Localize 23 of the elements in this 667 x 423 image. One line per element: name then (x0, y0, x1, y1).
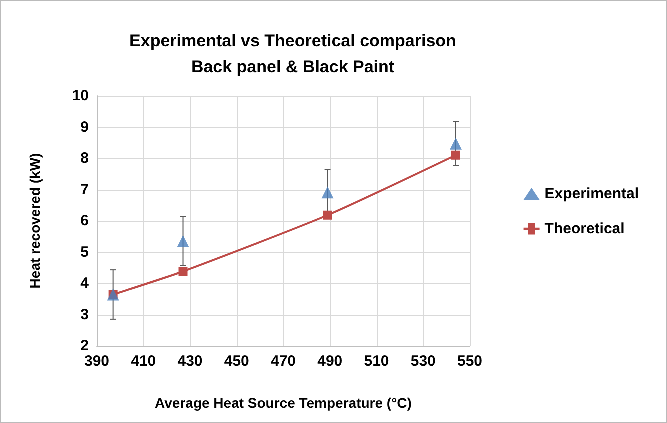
x-tick-label: 430 (178, 353, 203, 370)
legend-label: Theoretical (544, 220, 625, 238)
x-tick-label: 510 (364, 353, 390, 370)
x-tick-label: 490 (318, 353, 343, 370)
x-tick-label: 550 (457, 353, 483, 370)
x-tick-label: 390 (84, 353, 110, 370)
x-tick-label: 410 (131, 353, 156, 370)
y-tick-label: 4 (80, 275, 90, 292)
x-tick-label: 450 (224, 353, 250, 370)
x-tick-label: 470 (270, 353, 296, 370)
y-tick-label: 6 (80, 212, 89, 230)
y-tick-label: 5 (80, 244, 89, 261)
y-tick-label: 2 (80, 338, 89, 354)
y-tick-label: 10 (72, 88, 89, 104)
y-axis-title: Heat recovered (kW) (27, 153, 43, 289)
x-axis-title: Average Heat Source Temperature (°C) (155, 395, 412, 411)
y-tick-label: 3 (80, 306, 89, 324)
x-tick-label: 530 (410, 353, 436, 370)
y-tick-label: 9 (80, 118, 89, 136)
chart-title: Experimental vs Theoretical comparison Back panel & Black Paint (130, 32, 456, 76)
y-tick-label: 7 (80, 181, 89, 198)
y-tick-label: 8 (80, 150, 89, 167)
legend-label: Experimental (544, 186, 640, 202)
